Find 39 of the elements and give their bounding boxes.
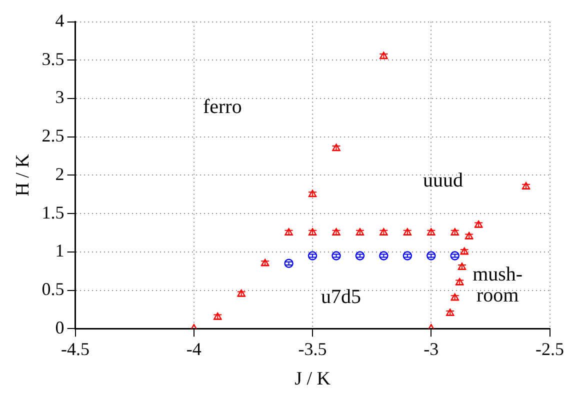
y-tick-label: 3.5 [42,48,64,69]
point [308,251,318,260]
annotation: ferro [202,96,242,118]
annotation: u7d5 [320,286,361,308]
point [214,312,222,320]
x-axis-title: J / K [294,368,331,390]
x-tick-label: -4.5 [61,339,90,360]
y-axis-title: H / K [12,154,34,196]
point [380,52,388,59]
annotation: uuud [423,170,463,192]
y-tick-label: 3 [55,87,64,108]
y-tick-label: 2 [55,164,64,184]
point [465,232,474,240]
y-tick-label: 0.5 [42,278,64,299]
point [456,278,464,286]
point [450,293,459,301]
point [474,220,483,228]
point [460,247,468,254]
y-tick-label: 1 [55,240,64,261]
point [450,251,460,260]
point [355,251,365,260]
y-tick-label: 2.5 [42,126,64,146]
y-tick-label: 0 [55,317,64,338]
x-tick-label: -3 [424,339,439,360]
point [308,190,317,197]
x-tick-label: -4 [186,339,202,360]
x-tick-label: -2.5 [536,339,564,360]
point [237,289,246,297]
point [332,144,340,151]
point [379,251,388,260]
point [284,258,294,268]
point [426,251,436,260]
y-tick-label: 1.5 [42,202,64,222]
point [261,258,270,266]
point [402,251,412,260]
x-tick-label: -3.5 [298,339,327,360]
annotation: mush- room [472,263,523,306]
point [332,251,341,260]
y-tick-label: 4 [55,10,64,31]
